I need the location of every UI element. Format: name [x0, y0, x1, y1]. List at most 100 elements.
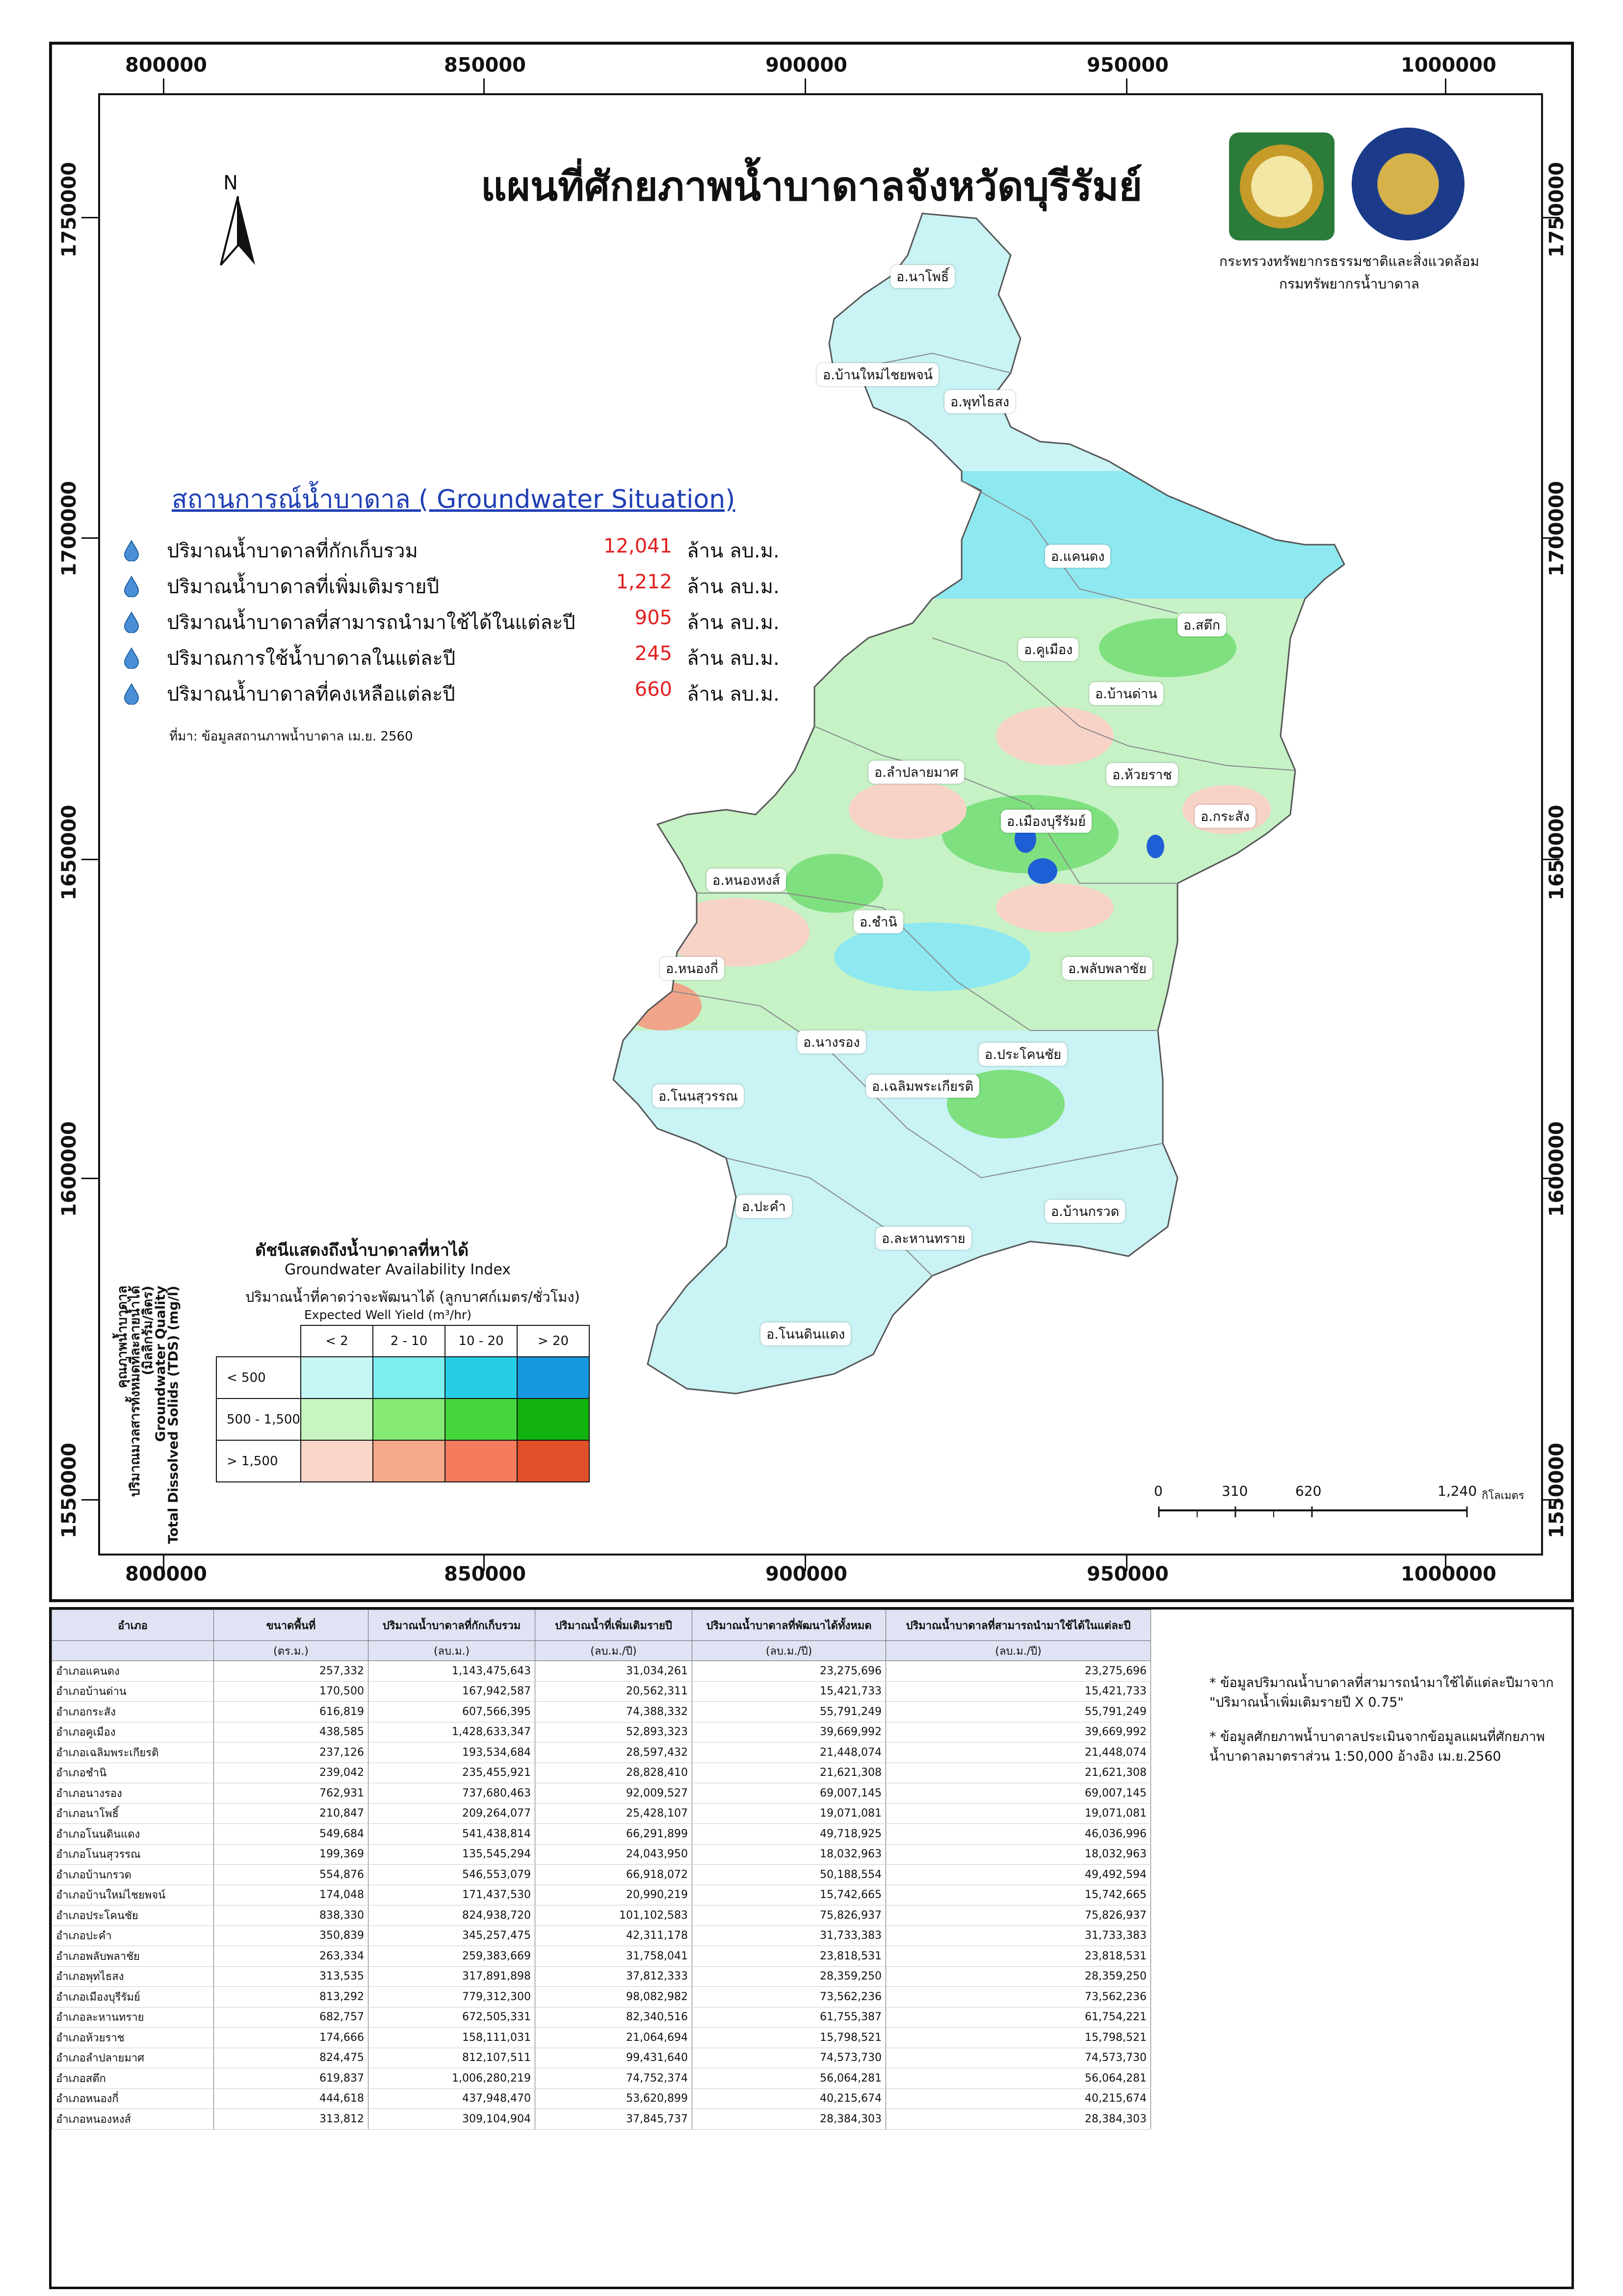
groundwater-item-label: ปริมาณน้ำบาดาลที่สามารถนำมาใช้ได้ในแต่ละ…	[167, 611, 576, 634]
data-table-frame: อำเภอ ขนาดพื้นที่ ปริมาณน้ำบาดาลที่กักเก…	[49, 1607, 1574, 2289]
value-cell: 39,669,992	[886, 1722, 1151, 1742]
district-label[interactable]: อ.บ้านกรวด	[1045, 1200, 1126, 1223]
water-drop-icon	[124, 576, 139, 597]
value-cell: 24,043,950	[535, 1844, 692, 1865]
table-row: อำเภอหนองหงส์ 313,812 309,104,904 37,845,73…	[52, 2109, 1151, 2130]
district-label[interactable]: อ.เมืองบุรีรัมย์	[1001, 810, 1092, 833]
value-cell: 444,618	[213, 2088, 368, 2109]
table-row: อำเภอบ้านใหม่ไชยพจน์ 174,048 171,437,530 20…	[52, 1885, 1151, 1905]
table-row: อำเภอหนองกี่ 444,618 437,948,470 53,620,899…	[52, 2088, 1151, 2109]
table-unit	[52, 1640, 214, 1661]
district-label[interactable]: อ.ห้วยราช	[1106, 763, 1178, 786]
district-label[interactable]: อ.นาโพธิ์	[890, 265, 955, 288]
district-label[interactable]: อ.บ้านใหม่ไชยพจน์	[817, 363, 939, 386]
legend-swatch	[372, 1398, 445, 1441]
district-label[interactable]: อ.พลับพลาชัย	[1062, 957, 1152, 980]
scale-bar: 0 310 620 1,240 กิโลเมตร	[1154, 1483, 1524, 1523]
value-cell: 73,562,236	[886, 1986, 1151, 2007]
value-cell: 18,032,963	[692, 1844, 886, 1865]
district-label[interactable]: อ.แคนดง	[1045, 545, 1111, 568]
district-label[interactable]: อ.โนนสุวรรณ	[653, 1084, 744, 1108]
table-row: อำเภอห้วยราช 174,666 158,111,031 21,064,694…	[52, 2027, 1151, 2048]
value-cell: 74,573,730	[692, 2048, 886, 2068]
value-cell: 99,431,640	[535, 2048, 692, 2068]
district-label[interactable]: อ.ละหานทราย	[876, 1227, 971, 1250]
value-cell: 171,437,530	[368, 1885, 535, 1905]
value-cell: 838,330	[213, 1905, 368, 1926]
district-label[interactable]: อ.หนองกี่	[660, 957, 724, 980]
scale-bar-graphic	[1158, 1506, 1468, 1517]
district-label[interactable]: อ.บ้านด่าน	[1089, 682, 1163, 705]
value-cell: 345,257,475	[368, 1926, 535, 1946]
table-row: อำเภอกระสัง 616,819 607,566,395 74,388,332 5…	[52, 1701, 1151, 1722]
table-row: อำเภอคูเมือง 438,585 1,428,633,347 52,893,3…	[52, 1722, 1151, 1742]
groundwater-item-unit: ล้าน ลบ.ม.	[687, 611, 780, 634]
value-cell: 619,837	[213, 2068, 368, 2089]
value-cell: 317,891,898	[368, 1966, 535, 1987]
value-cell: 239,042	[213, 1763, 368, 1783]
legend-swatch	[445, 1356, 518, 1399]
table-note: * ข้อมูลปริมาณน้ำบาดาลที่สามารถนำมาใช้ได…	[1209, 1675, 1554, 1710]
value-cell: 607,566,395	[368, 1701, 535, 1722]
value-cell: 69,007,145	[886, 1783, 1151, 1804]
groundwater-item-unit: ล้าน ลบ.ม.	[687, 576, 780, 598]
value-cell: 55,791,249	[692, 1701, 886, 1722]
tick	[163, 1555, 164, 1571]
value-cell: 209,264,077	[368, 1803, 535, 1824]
district-label[interactable]: อ.โนนดินแดง	[760, 1322, 851, 1346]
legend-swatch	[445, 1398, 518, 1441]
district-label[interactable]: อ.ประโคนชัย	[979, 1043, 1068, 1066]
value-cell: 15,742,665	[692, 1885, 886, 1905]
tick	[1445, 79, 1446, 95]
x-coord-bottom-1: 800000	[125, 1563, 207, 1585]
table-row: อำเภอละหานทราย 682,757 672,505,331 82,340,5…	[52, 2007, 1151, 2028]
district-label[interactable]: อ.หนองหงส์	[707, 869, 786, 892]
value-cell: 42,311,178	[535, 1926, 692, 1946]
district-name-cell: อำเภอโนนดินแดง	[52, 1823, 214, 1845]
legend-swatch	[300, 1440, 373, 1482]
tick	[1543, 1499, 1560, 1501]
district-label[interactable]: อ.เฉลิมพระเกียรติ	[866, 1075, 979, 1098]
scale-label: 620	[1295, 1483, 1322, 1499]
value-cell: 21,621,308	[692, 1763, 886, 1783]
value-cell: 56,064,281	[886, 2068, 1151, 2089]
district-name-cell: อำเภอประโคนชัย	[52, 1905, 214, 1926]
value-cell: 15,798,521	[886, 2027, 1151, 2048]
tick	[1126, 79, 1127, 95]
value-cell: 158,111,031	[368, 2027, 535, 2048]
value-cell: 46,036,996	[886, 1823, 1151, 1845]
north-arrow-icon	[220, 196, 255, 266]
district-name-cell: อำเภอนางรอง	[52, 1783, 214, 1804]
value-cell: 74,752,374	[535, 2068, 692, 2089]
district-label[interactable]: อ.ปะคำ	[736, 1195, 792, 1218]
groundwater-item-unit: ล้าน ลบ.ม.	[687, 683, 780, 706]
district-label[interactable]: อ.สตึก	[1178, 613, 1227, 636]
value-cell: 73,562,236	[692, 1986, 886, 2007]
value-cell: 74,573,730	[886, 2048, 1151, 2068]
table-unit: (ลบ.ม./ปี)	[886, 1640, 1151, 1661]
legend-row-header: > 1,500	[216, 1440, 301, 1482]
district-label[interactable]: อ.คูเมือง	[1018, 638, 1079, 661]
water-drop-icon	[124, 540, 139, 561]
table-header: ขนาดพื้นที่	[213, 1610, 368, 1641]
legend-corner	[216, 1325, 301, 1357]
district-label[interactable]: อ.ชำนิ	[854, 910, 903, 933]
legend-col-header: 10 - 20	[445, 1325, 518, 1357]
district-label[interactable]: อ.นางรอง	[797, 1030, 866, 1054]
value-cell: 55,791,249	[886, 1701, 1151, 1722]
value-cell: 167,942,587	[368, 1681, 535, 1702]
legend-axis-line: Total Dissolved Solids (TDS) (mg/l)	[166, 1286, 181, 1544]
legend-subtitle-en: Expected Well Yield (m³/hr)	[304, 1308, 471, 1322]
district-label[interactable]: อ.ลำปลายมาศ	[868, 761, 965, 784]
value-cell: 199,369	[213, 1844, 368, 1865]
value-cell: 49,492,594	[886, 1864, 1151, 1885]
value-cell: 21,448,074	[692, 1742, 886, 1763]
value-cell: 56,064,281	[692, 2068, 886, 2089]
district-name-cell: อำเภอปะคำ	[52, 1926, 214, 1946]
legend-row-header: < 500	[216, 1356, 301, 1399]
value-cell: 23,275,696	[886, 1661, 1151, 1682]
district-label[interactable]: อ.พุทไธสง	[944, 390, 1016, 413]
value-cell: 19,071,081	[692, 1803, 886, 1824]
district-label[interactable]: อ.กระสัง	[1195, 805, 1256, 828]
table-notes: * ข้อมูลปริมาณน้ำบาดาลที่สามารถนำมาใช้ได…	[1209, 1673, 1563, 1781]
